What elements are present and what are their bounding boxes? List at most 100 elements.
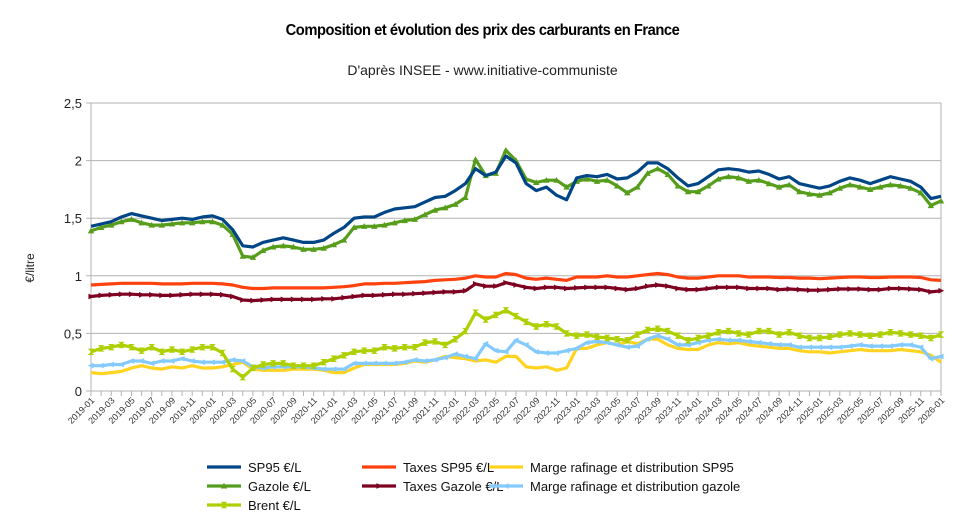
data-point bbox=[695, 286, 702, 293]
data-point bbox=[665, 283, 671, 290]
legend-swatch bbox=[489, 465, 523, 469]
data-point bbox=[331, 295, 338, 302]
data-point bbox=[169, 292, 176, 299]
data-point bbox=[441, 341, 449, 349]
data-point bbox=[765, 327, 773, 335]
data-point bbox=[320, 366, 327, 372]
data-point bbox=[188, 346, 196, 353]
data-point bbox=[897, 182, 904, 189]
data-point bbox=[563, 347, 570, 354]
data-point bbox=[897, 285, 904, 292]
data-point bbox=[168, 220, 176, 227]
data-point bbox=[543, 350, 549, 356]
data-point bbox=[300, 296, 307, 303]
data-point bbox=[735, 174, 742, 181]
x-tick-labels: 2019-012019-032019-052019-072019-092019-… bbox=[66, 395, 946, 425]
data-point bbox=[462, 327, 469, 335]
data-point bbox=[836, 185, 844, 191]
data-point bbox=[857, 286, 864, 292]
data-point bbox=[654, 332, 661, 339]
data-point bbox=[877, 343, 883, 349]
data-point bbox=[472, 156, 479, 163]
legend-label: Brent €/L bbox=[248, 497, 301, 513]
data-point bbox=[472, 355, 479, 362]
data-point bbox=[149, 291, 155, 298]
data-point bbox=[361, 223, 368, 229]
data-point bbox=[341, 294, 348, 301]
data-point bbox=[118, 291, 125, 298]
series-line bbox=[90, 337, 942, 376]
data-point bbox=[604, 284, 611, 291]
data-point bbox=[402, 291, 408, 298]
data-point bbox=[836, 331, 844, 338]
data-point bbox=[230, 293, 236, 300]
data-point bbox=[938, 287, 945, 294]
data-point bbox=[725, 327, 732, 335]
legend-label: Gazole €/L bbox=[248, 478, 311, 494]
data-point bbox=[179, 291, 186, 298]
data-point bbox=[827, 286, 833, 293]
data-point bbox=[654, 165, 661, 172]
data-point bbox=[543, 284, 550, 291]
y-tick-label: 0 bbox=[75, 384, 82, 399]
chart-title: Composition et évolution des prix des ca… bbox=[285, 22, 680, 39]
data-point bbox=[917, 189, 924, 196]
data-point bbox=[361, 360, 367, 367]
legend-label: Marge rafinage et distribution gazole bbox=[530, 478, 741, 494]
data-point bbox=[240, 297, 246, 303]
data-point bbox=[401, 344, 408, 351]
data-point bbox=[765, 340, 772, 347]
data-point bbox=[391, 345, 398, 352]
data-point bbox=[97, 224, 105, 230]
data-point bbox=[452, 289, 459, 295]
data-point bbox=[87, 227, 95, 234]
legend-label: Marge rafinage et distribution SP95 bbox=[530, 459, 734, 475]
legend-item: Marge rafinage et distribution gazole bbox=[489, 477, 740, 495]
data-point bbox=[441, 354, 448, 361]
data-point bbox=[745, 338, 752, 345]
data-point bbox=[411, 357, 418, 363]
data-point bbox=[431, 357, 438, 363]
data-point bbox=[856, 331, 864, 338]
data-point bbox=[219, 291, 226, 298]
axes bbox=[90, 103, 942, 396]
data-point bbox=[553, 176, 560, 183]
data-point bbox=[492, 347, 499, 354]
data-point bbox=[280, 296, 287, 303]
data-point bbox=[603, 176, 611, 183]
data-point bbox=[290, 362, 297, 369]
y-tick-label: 2,5 bbox=[64, 96, 82, 111]
data-point bbox=[229, 231, 236, 237]
data-point bbox=[533, 323, 540, 330]
data-point bbox=[371, 360, 377, 367]
data-point bbox=[462, 287, 469, 294]
data-point bbox=[715, 329, 722, 336]
data-point bbox=[755, 339, 762, 346]
data-point bbox=[311, 296, 317, 303]
series-group bbox=[87, 147, 945, 381]
data-point bbox=[340, 236, 348, 243]
data-point bbox=[897, 342, 904, 348]
data-point bbox=[391, 360, 398, 367]
legend-item: SP95 €/L bbox=[207, 458, 302, 476]
data-point bbox=[118, 361, 124, 368]
data-point bbox=[320, 359, 327, 366]
data-point bbox=[817, 287, 823, 294]
data-point bbox=[887, 285, 894, 292]
data-point bbox=[866, 343, 873, 349]
data-point bbox=[927, 355, 934, 362]
legend-swatch bbox=[362, 465, 396, 469]
data-point bbox=[624, 189, 631, 196]
data-point bbox=[644, 283, 651, 290]
data-point bbox=[816, 191, 823, 198]
data-point bbox=[513, 282, 520, 288]
data-point bbox=[199, 344, 206, 351]
data-point bbox=[269, 360, 277, 367]
data-point bbox=[684, 337, 692, 344]
data-point bbox=[168, 358, 175, 364]
data-point bbox=[361, 347, 368, 354]
data-point bbox=[786, 181, 793, 188]
data-point bbox=[674, 332, 682, 339]
data-point bbox=[675, 285, 682, 292]
data-point bbox=[765, 180, 773, 187]
